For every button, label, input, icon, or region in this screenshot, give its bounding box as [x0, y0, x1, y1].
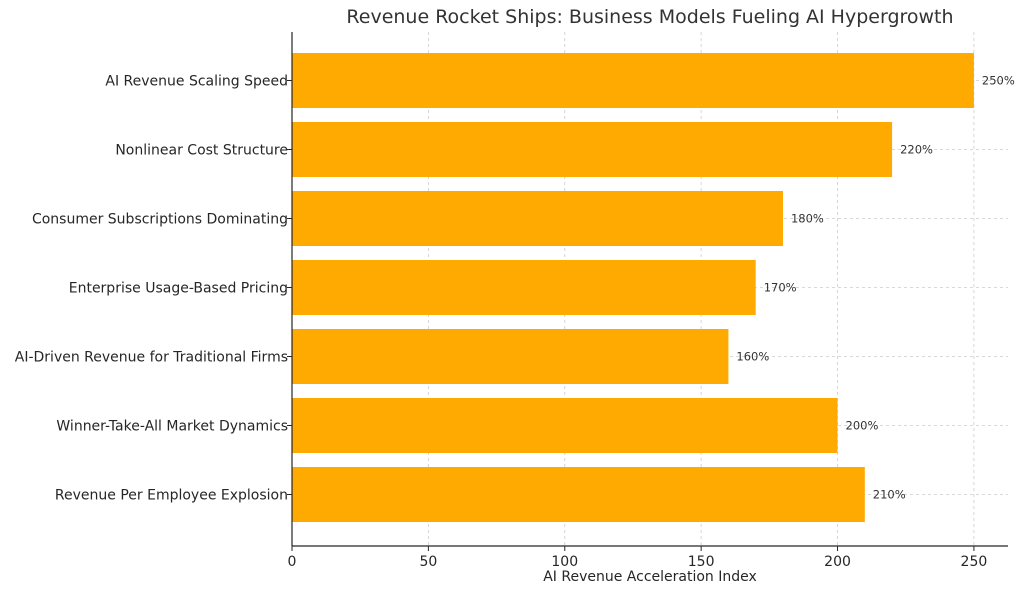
category-label: Revenue Per Employee Explosion: [55, 488, 288, 504]
bar-value-label: 220%: [900, 143, 933, 157]
bar: [292, 329, 729, 384]
category-label: Enterprise Usage-Based Pricing: [69, 281, 288, 297]
category-label: AI-Driven Revenue for Traditional Firms: [15, 350, 288, 366]
bar: [292, 467, 865, 522]
category-label: Nonlinear Cost Structure: [115, 143, 288, 159]
category-label: AI Revenue Scaling Speed: [105, 74, 288, 90]
x-tick-label: 200: [824, 554, 851, 570]
category-label: Winner-Take-All Market Dynamics: [56, 419, 288, 435]
bar-value-label: 210%: [873, 488, 906, 502]
category-labels: AI Revenue Scaling Speed Nonlinear Cost S…: [15, 74, 288, 504]
x-ticks: 0 50 100 150 200 250: [287, 80, 988, 570]
bar: [292, 398, 838, 453]
bar: [292, 191, 783, 246]
bars: [292, 53, 974, 522]
bar-value-label: 160%: [736, 350, 769, 364]
data-labels: 250% 220% 180% 170% 160% 200% 210%: [736, 74, 1014, 502]
x-tick-label: 100: [551, 554, 578, 570]
bar: [292, 53, 974, 108]
bar-value-label: 250%: [982, 74, 1015, 88]
bar-value-label: 200%: [846, 419, 879, 433]
chart-title: Revenue Rocket Ships: Business Models Fu…: [346, 6, 953, 28]
x-tick-label: 0: [288, 554, 297, 570]
bar-value-label: 170%: [764, 281, 797, 295]
x-tick-label: 150: [688, 554, 715, 570]
x-axis-label: AI Revenue Acceleration Index: [543, 569, 757, 585]
category-label: Consumer Subscriptions Dominating: [32, 212, 288, 228]
x-tick-label: 250: [961, 554, 988, 570]
x-tick-label: 50: [419, 554, 437, 570]
bar: [292, 122, 893, 177]
bar: [292, 260, 756, 315]
bar-value-label: 180%: [791, 212, 824, 226]
